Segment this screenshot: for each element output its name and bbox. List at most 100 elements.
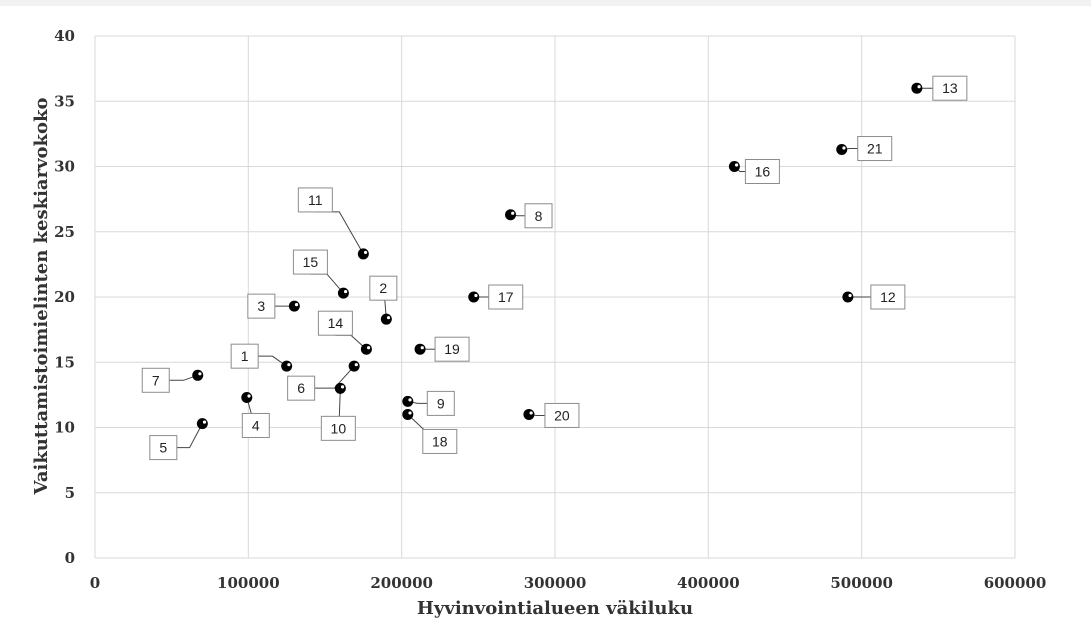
- data-callout: 19: [434, 336, 470, 362]
- callout-box: [426, 390, 455, 416]
- callout-box: [292, 249, 328, 275]
- data-point-marker: [911, 82, 923, 94]
- data-point-label: 19: [444, 341, 460, 357]
- callout-box: [870, 284, 906, 310]
- data-point-marker: [402, 395, 414, 407]
- data-callout: 10: [320, 415, 356, 441]
- data-callout: 18: [422, 428, 458, 454]
- data-callout: 14: [317, 310, 353, 336]
- data-callout: 13: [932, 75, 968, 101]
- callout-leader-line: [258, 355, 287, 367]
- callout-box: [544, 402, 580, 428]
- y-tick-label: 0: [65, 549, 75, 567]
- data-point-label: 13: [942, 80, 958, 96]
- x-tick-label: 600000: [984, 574, 1047, 592]
- y-tick-label: 25: [54, 223, 75, 241]
- callout-box: [241, 412, 270, 438]
- data-point-marker: [348, 360, 360, 372]
- x-tick-label: 0: [90, 574, 100, 592]
- data-point-marker: [337, 287, 349, 299]
- data-point-label: 14: [328, 315, 344, 331]
- data-point-marker: [288, 300, 300, 312]
- callout-box: [287, 375, 316, 401]
- y-axis-title: Vaikuttamistoimielinten keskiarvokoko: [31, 98, 52, 496]
- cropped-top-strip: [0, 0, 1091, 6]
- callout-box: [744, 159, 780, 184]
- y-axis-ticks: 0 5 10 15 20 25 30 35 40: [54, 27, 75, 567]
- callout-box: [149, 435, 178, 461]
- data-point-highlight: [344, 289, 348, 294]
- callout-box: [297, 187, 333, 213]
- data-point-highlight: [202, 420, 207, 424]
- data-callout: 6: [287, 375, 316, 401]
- y-tick-label: 10: [54, 419, 75, 437]
- callout-box: [857, 136, 893, 162]
- data-point-label: 15: [303, 254, 319, 270]
- data-point-marker: [192, 369, 204, 381]
- data-point-highlight: [363, 250, 368, 255]
- callout-leader-line: [176, 423, 203, 449]
- data-point-label: 18: [432, 433, 448, 449]
- data-point-highlight: [354, 363, 358, 367]
- x-tick-label: 100000: [217, 574, 280, 592]
- data-point-marker: [241, 391, 253, 403]
- data-point-marker: [281, 360, 293, 372]
- data-point-highlight: [848, 293, 852, 298]
- data-callout: 21: [857, 136, 893, 162]
- data-callout: 2: [369, 275, 398, 301]
- data-point-marker: [196, 418, 208, 430]
- data-point-marker: [728, 161, 740, 172]
- data-point-marker: [402, 408, 414, 420]
- data-point-label: 6: [297, 380, 305, 396]
- y-tick-label: 20: [54, 288, 75, 306]
- data-point-marker: [357, 248, 369, 260]
- x-axis-ticks: 0 100000 200000 300000 400000 500000 600000: [90, 574, 1047, 592]
- data-point-label: 12: [880, 289, 896, 305]
- data-callout: 5: [149, 435, 178, 461]
- data-point-highlight: [247, 394, 251, 398]
- callout-box: [320, 415, 356, 441]
- callout-box: [488, 284, 524, 310]
- data-point-marker: [414, 343, 426, 355]
- x-tick-label: 500000: [830, 574, 893, 592]
- data-point-highlight: [917, 85, 921, 89]
- data-point-highlight: [408, 398, 412, 402]
- data-point-highlight: [474, 293, 478, 298]
- data-callout: 17: [488, 284, 524, 310]
- data-callout: 15: [292, 249, 328, 275]
- callout-box: [317, 310, 353, 336]
- data-point-label: 5: [159, 440, 167, 456]
- callout-box: [524, 203, 553, 229]
- data-point-highlight: [340, 385, 345, 389]
- data-point-highlight: [408, 411, 412, 415]
- data-point-label: 11: [308, 192, 323, 208]
- data-point-label: 3: [257, 298, 265, 314]
- callout-leader-line: [315, 211, 364, 255]
- data-points: [192, 82, 923, 430]
- data-point-highlight: [198, 372, 202, 376]
- callout-leader-line: [314, 365, 355, 389]
- data-point-label: 7: [152, 372, 160, 388]
- data-point-highlight: [511, 211, 515, 215]
- data-point-highlight: [735, 163, 739, 167]
- data-point-label: 10: [331, 420, 347, 436]
- data-callout: 16: [744, 159, 780, 184]
- data-point-label: 2: [379, 280, 387, 296]
- data-point-highlight: [294, 303, 299, 307]
- data-point-marker: [468, 291, 480, 303]
- data-point-highlight: [386, 316, 391, 320]
- callout-box: [434, 336, 470, 362]
- x-tick-label: 200000: [370, 574, 433, 592]
- data-callout: 7: [141, 367, 170, 393]
- data-callout: 4: [241, 412, 270, 438]
- data-point-marker: [523, 408, 535, 420]
- x-tick-label: 300000: [524, 574, 587, 592]
- data-callout: 20: [544, 402, 580, 428]
- callout-box: [141, 367, 170, 393]
- callout-box: [230, 343, 259, 369]
- data-point-highlight: [420, 346, 424, 350]
- callout-box: [247, 293, 276, 319]
- data-callout: 9: [426, 390, 455, 416]
